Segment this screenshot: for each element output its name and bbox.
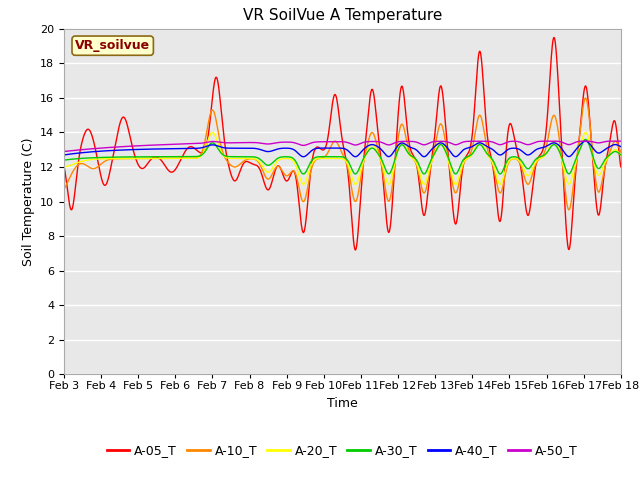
A-40_T — [606, 144, 614, 149]
A-30_T — [298, 170, 305, 176]
Line: A-20_T: A-20_T — [64, 132, 621, 184]
A-40_T — [300, 154, 307, 159]
A-20_T — [124, 156, 131, 161]
A-10_T — [60, 187, 68, 192]
A-05_T — [606, 136, 614, 142]
Line: A-05_T: A-05_T — [64, 37, 621, 250]
A-05_T — [274, 163, 282, 169]
A-20_T — [274, 158, 282, 164]
A-40_T — [124, 147, 131, 153]
Line: A-40_T: A-40_T — [64, 141, 621, 156]
A-40_T — [298, 153, 305, 159]
A-20_T — [547, 143, 554, 148]
A-10_T — [298, 196, 305, 202]
A-05_T — [60, 163, 68, 169]
A-10_T — [617, 149, 625, 155]
A-50_T — [298, 142, 305, 148]
A-40_T — [582, 138, 589, 144]
Line: A-10_T: A-10_T — [64, 98, 621, 210]
A-20_T — [298, 180, 306, 186]
A-10_T — [546, 126, 554, 132]
A-05_T — [124, 123, 131, 129]
A-20_T — [606, 152, 614, 157]
A-40_T — [617, 144, 625, 149]
A-05_T — [546, 72, 554, 78]
A-40_T — [274, 146, 282, 152]
A-10_T — [582, 95, 589, 101]
A-50_T — [546, 138, 554, 144]
A-10_T — [606, 148, 614, 154]
A-50_T — [617, 138, 625, 144]
A-05_T — [617, 164, 625, 170]
Text: VR_soilvue: VR_soilvue — [75, 39, 150, 52]
A-05_T — [298, 224, 305, 230]
A-30_T — [546, 145, 554, 151]
A-30_T — [124, 154, 131, 160]
X-axis label: Time: Time — [327, 397, 358, 410]
A-50_T — [157, 142, 164, 148]
A-30_T — [582, 137, 589, 143]
A-30_T — [60, 157, 68, 163]
A-05_T — [157, 156, 164, 162]
A-05_T — [550, 35, 558, 40]
A-10_T — [565, 207, 573, 213]
A-10_T — [274, 164, 282, 169]
A-50_T — [606, 138, 614, 144]
A-50_T — [60, 149, 68, 155]
A-40_T — [60, 152, 68, 158]
A-50_T — [124, 144, 131, 149]
A-50_T — [274, 140, 282, 145]
A-30_T — [617, 152, 625, 157]
A-40_T — [546, 141, 554, 147]
A-10_T — [157, 156, 164, 161]
Line: A-30_T: A-30_T — [64, 140, 621, 174]
Legend: A-05_T, A-10_T, A-20_T, A-30_T, A-40_T, A-50_T: A-05_T, A-10_T, A-20_T, A-30_T, A-40_T, … — [102, 439, 583, 462]
A-20_T — [157, 156, 164, 161]
A-20_T — [496, 181, 504, 187]
A-05_T — [351, 247, 359, 253]
Line: A-50_T: A-50_T — [64, 141, 621, 152]
A-20_T — [209, 130, 216, 135]
A-30_T — [157, 154, 164, 160]
A-30_T — [606, 152, 614, 157]
A-10_T — [124, 156, 131, 161]
Y-axis label: Soil Temperature (C): Soil Temperature (C) — [22, 137, 35, 266]
A-30_T — [496, 171, 504, 177]
Title: VR SoilVue A Temperature: VR SoilVue A Temperature — [243, 9, 442, 24]
A-20_T — [617, 152, 625, 158]
A-20_T — [60, 164, 68, 170]
A-40_T — [157, 146, 164, 152]
A-30_T — [274, 156, 282, 161]
